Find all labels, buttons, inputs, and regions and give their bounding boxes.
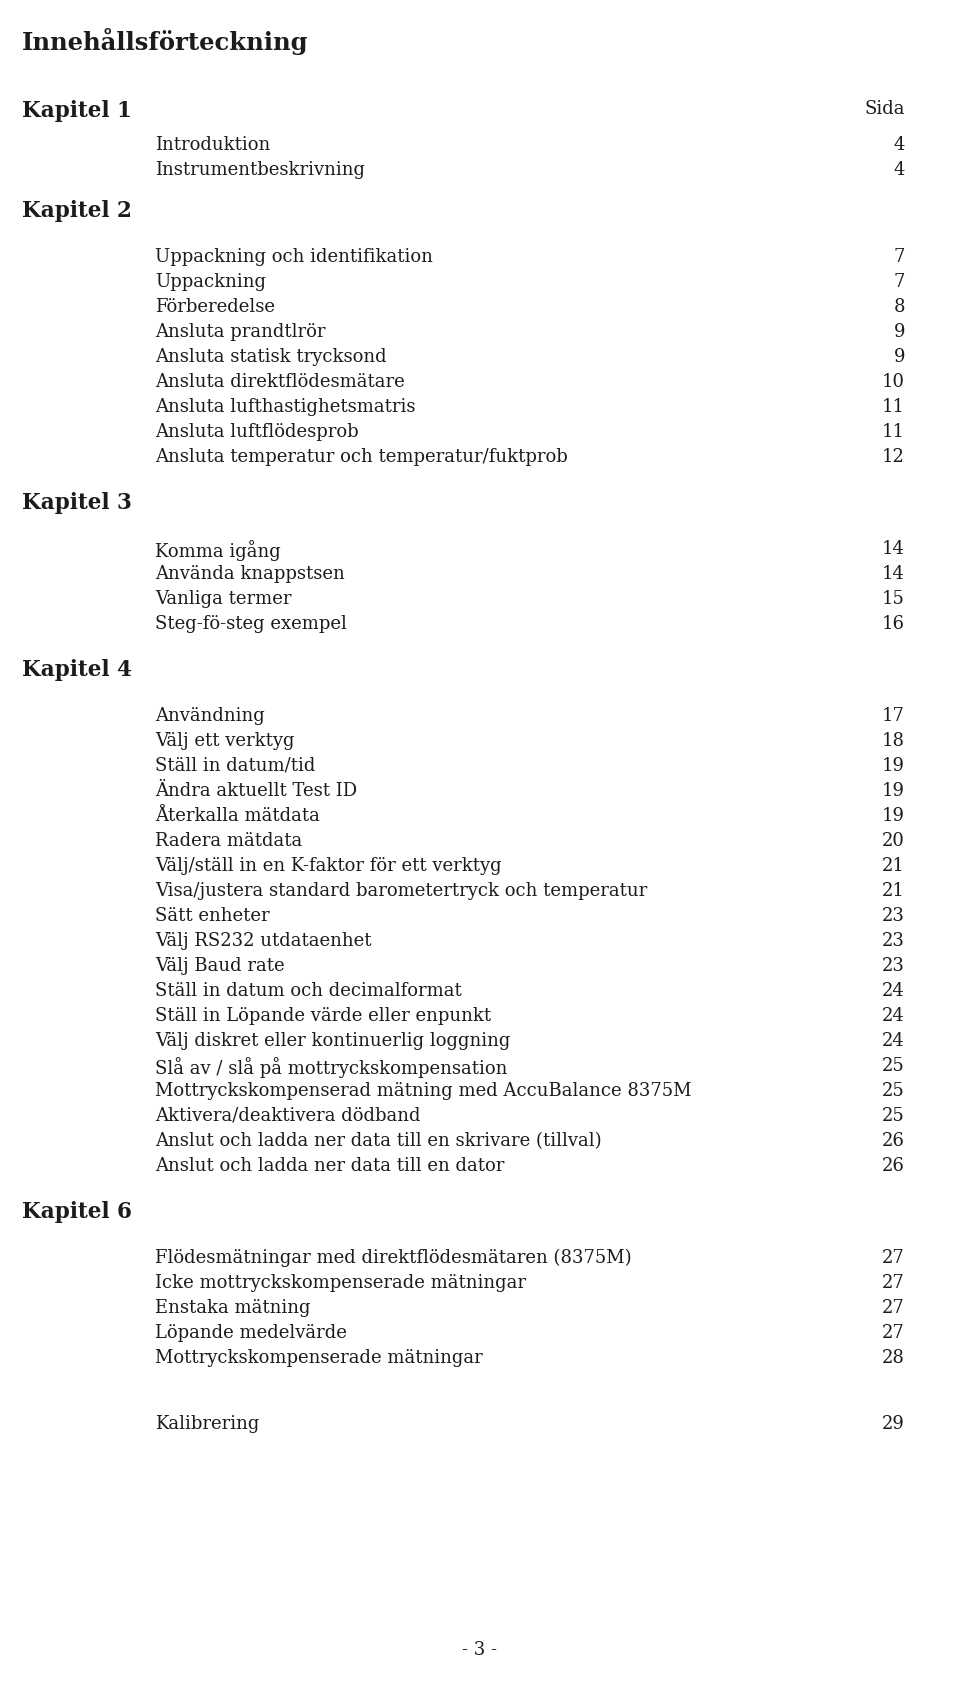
Text: 27: 27 [882,1249,905,1266]
Text: 20: 20 [882,831,905,850]
Text: 15: 15 [882,589,905,608]
Text: Vanliga termer: Vanliga termer [155,589,292,608]
Text: 21: 21 [882,857,905,875]
Text: Mottryckskompenserad mätning med AccuBalance 8375M: Mottryckskompenserad mätning med AccuBal… [155,1082,691,1100]
Text: 9: 9 [894,323,905,340]
Text: 25: 25 [882,1082,905,1100]
Text: Välj RS232 utdataenhet: Välj RS232 utdataenhet [155,933,372,950]
Text: 24: 24 [882,982,905,1001]
Text: Ansluta lufthastighetsmatris: Ansluta lufthastighetsmatris [155,398,416,416]
Text: Ställ in datum/tid: Ställ in datum/tid [155,757,316,775]
Text: 14: 14 [882,565,905,582]
Text: Ansluta luftflödesprob: Ansluta luftflödesprob [155,423,359,440]
Text: 9: 9 [894,349,905,366]
Text: Slå av / slå på mottryckskompensation: Slå av / slå på mottryckskompensation [155,1056,508,1078]
Text: - 3 -: - 3 - [463,1641,497,1659]
Text: Löpande medelvärde: Löpande medelvärde [155,1324,347,1343]
Text: 23: 23 [882,933,905,950]
Text: Kapitel 3: Kapitel 3 [22,493,132,515]
Text: Introduktion: Introduktion [155,135,271,154]
Text: Kapitel 4: Kapitel 4 [22,659,132,681]
Text: Instrumentbeskrivning: Instrumentbeskrivning [155,161,365,179]
Text: 26: 26 [882,1156,905,1175]
Text: Kapitel 2: Kapitel 2 [22,200,132,222]
Text: 21: 21 [882,882,905,901]
Text: Användning: Användning [155,708,265,725]
Text: 11: 11 [882,423,905,440]
Text: Visa/justera standard barometertryck och temperatur: Visa/justera standard barometertryck och… [155,882,647,901]
Text: 12: 12 [882,449,905,466]
Text: Sätt enheter: Sätt enheter [155,907,270,924]
Text: Välj ett verktyg: Välj ett verktyg [155,731,295,750]
Text: Förberedelse: Förberedelse [155,298,275,317]
Text: Steg-fö-steg exempel: Steg-fö-steg exempel [155,615,347,633]
Text: Återkalla mätdata: Återkalla mätdata [155,808,320,824]
Text: Ansluta direktflödesmätare: Ansluta direktflödesmätare [155,372,405,391]
Text: Ansluta prandtlrör: Ansluta prandtlrör [155,323,325,340]
Text: Ställ in datum och decimalformat: Ställ in datum och decimalformat [155,982,462,1001]
Text: 11: 11 [882,398,905,416]
Text: Använda knappstsen: Använda knappstsen [155,565,345,582]
Text: 29: 29 [882,1415,905,1432]
Text: Ansluta statisk trycksond: Ansluta statisk trycksond [155,349,387,366]
Text: Uppackning och identifikation: Uppackning och identifikation [155,247,433,266]
Text: 14: 14 [882,540,905,559]
Text: Ändra aktuellt Test ID: Ändra aktuellt Test ID [155,782,357,801]
Text: 10: 10 [882,372,905,391]
Text: 19: 19 [882,808,905,824]
Text: Mottryckskompenserade mätningar: Mottryckskompenserade mätningar [155,1349,483,1366]
Text: 24: 24 [882,1033,905,1050]
Text: Komma igång: Komma igång [155,540,280,560]
Text: 27: 27 [882,1299,905,1317]
Text: 25: 25 [882,1056,905,1075]
Text: 23: 23 [882,957,905,975]
Text: 28: 28 [882,1349,905,1366]
Text: 7: 7 [894,273,905,291]
Text: Välj diskret eller kontinuerlig loggning: Välj diskret eller kontinuerlig loggning [155,1033,511,1050]
Text: 25: 25 [882,1107,905,1126]
Text: Kapitel 6: Kapitel 6 [22,1200,132,1222]
Text: 27: 27 [882,1324,905,1343]
Text: 24: 24 [882,1007,905,1024]
Text: 19: 19 [882,757,905,775]
Text: Aktivera/deaktivera dödband: Aktivera/deaktivera dödband [155,1107,420,1126]
Text: Sida: Sida [865,100,905,119]
Text: Enstaka mätning: Enstaka mätning [155,1299,310,1317]
Text: 17: 17 [882,708,905,725]
Text: Välj/ställ in en K-faktor för ett verktyg: Välj/ställ in en K-faktor för ett verkty… [155,857,502,875]
Text: Anslut och ladda ner data till en dator: Anslut och ladda ner data till en dator [155,1156,504,1175]
Text: 7: 7 [894,247,905,266]
Text: 23: 23 [882,907,905,924]
Text: 19: 19 [882,782,905,801]
Text: 27: 27 [882,1275,905,1292]
Text: Innehållsförteckning: Innehållsförteckning [22,29,308,56]
Text: 26: 26 [882,1133,905,1150]
Text: 4: 4 [894,161,905,179]
Text: Kapitel 1: Kapitel 1 [22,100,132,122]
Text: Radera mätdata: Radera mätdata [155,831,302,850]
Text: 8: 8 [894,298,905,317]
Text: 16: 16 [882,615,905,633]
Text: 4: 4 [894,135,905,154]
Text: Ansluta temperatur och temperatur/fuktprob: Ansluta temperatur och temperatur/fuktpr… [155,449,567,466]
Text: Kalibrering: Kalibrering [155,1415,259,1432]
Text: Välj Baud rate: Välj Baud rate [155,957,284,975]
Text: Icke mottryckskompenserade mätningar: Icke mottryckskompenserade mätningar [155,1275,526,1292]
Text: Ställ in Löpande värde eller enpunkt: Ställ in Löpande värde eller enpunkt [155,1007,492,1024]
Text: Flödesmätningar med direktflödesmätaren (8375M): Flödesmätningar med direktflödesmätaren … [155,1249,632,1268]
Text: 18: 18 [882,731,905,750]
Text: Anslut och ladda ner data till en skrivare (tillval): Anslut och ladda ner data till en skriva… [155,1133,602,1150]
Text: Uppackning: Uppackning [155,273,266,291]
